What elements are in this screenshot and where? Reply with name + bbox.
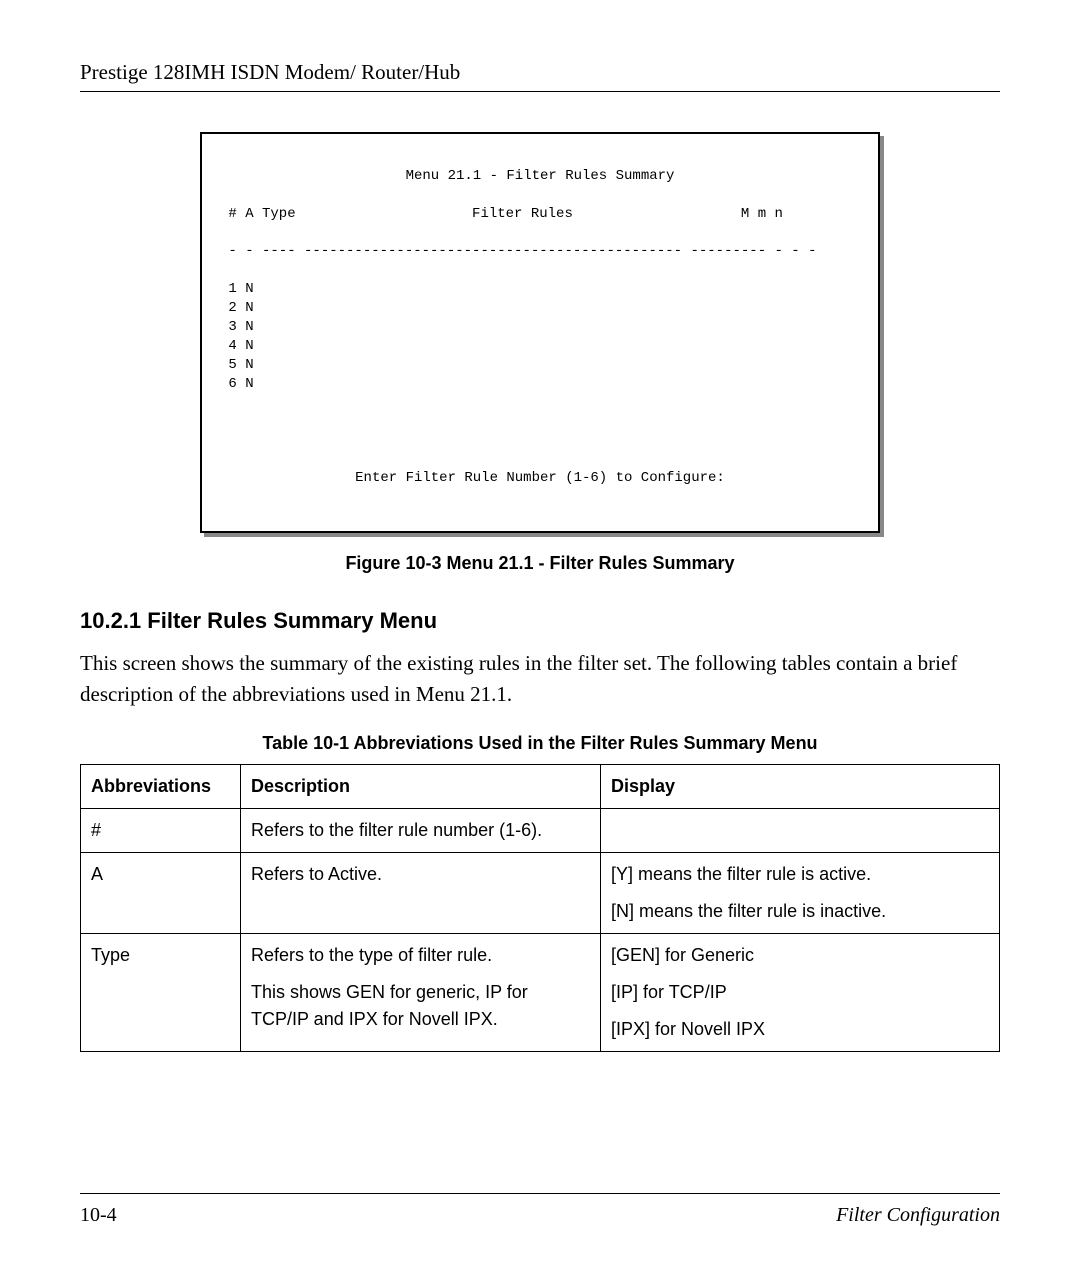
page-footer: 10-4 Filter Configuration bbox=[80, 1193, 1000, 1227]
table-row: TypeRefers to the type of filter rule.Th… bbox=[81, 933, 1000, 1051]
page-header: Prestige 128IMH ISDN Modem/ Router/Hub bbox=[80, 60, 1000, 92]
abbreviations-table: Abbreviations Description Display #Refer… bbox=[80, 764, 1000, 1052]
terminal-col-header: # A Type Filter Rules M m n bbox=[220, 205, 860, 224]
cell-disp: [Y] means the filter rule is active.[N] … bbox=[601, 852, 1000, 933]
cell-desc: Refers to Active. bbox=[241, 852, 601, 933]
section-heading: 10.2.1 Filter Rules Summary Menu bbox=[80, 608, 1000, 634]
figure-caption: Figure 10-3 Menu 21.1 - Filter Rules Sum… bbox=[80, 553, 1000, 574]
th-abbr: Abbreviations bbox=[81, 764, 241, 808]
table-caption: Table 10-1 Abbreviations Used in the Fil… bbox=[80, 733, 1000, 754]
table-row: #Refers to the filter rule number (1-6). bbox=[81, 808, 1000, 852]
th-disp: Display bbox=[601, 764, 1000, 808]
cell-abbr: Type bbox=[81, 933, 241, 1051]
footer-section-title: Filter Configuration bbox=[836, 1204, 1000, 1227]
footer-page-number: 10-4 bbox=[80, 1204, 117, 1227]
table-body: #Refers to the filter rule number (1-6).… bbox=[81, 808, 1000, 1051]
terminal-title: Menu 21.1 - Filter Rules Summary bbox=[220, 167, 860, 186]
cell-desc: Refers to the filter rule number (1-6). bbox=[241, 808, 601, 852]
cell-abbr: A bbox=[81, 852, 241, 933]
cell-abbr: # bbox=[81, 808, 241, 852]
table-header-row: Abbreviations Description Display bbox=[81, 764, 1000, 808]
body-paragraph: This screen shows the summary of the exi… bbox=[80, 648, 1000, 711]
cell-disp bbox=[601, 808, 1000, 852]
cell-desc: Refers to the type of filter rule.This s… bbox=[241, 933, 601, 1051]
th-desc: Description bbox=[241, 764, 601, 808]
cell-disp: [GEN] for Generic[IP] for TCP/IP[IPX] fo… bbox=[601, 933, 1000, 1051]
terminal-dashes: - - ---- -------------------------------… bbox=[220, 242, 860, 261]
terminal-prompt: Enter Filter Rule Number (1-6) to Config… bbox=[220, 469, 860, 488]
terminal-screenshot: Menu 21.1 - Filter Rules Summary # A Typ… bbox=[200, 132, 880, 533]
terminal-blank bbox=[220, 412, 860, 450]
terminal-rows: 1 N 2 N 3 N 4 N 5 N 6 N bbox=[220, 280, 860, 393]
table-row: ARefers to Active.[Y] means the filter r… bbox=[81, 852, 1000, 933]
